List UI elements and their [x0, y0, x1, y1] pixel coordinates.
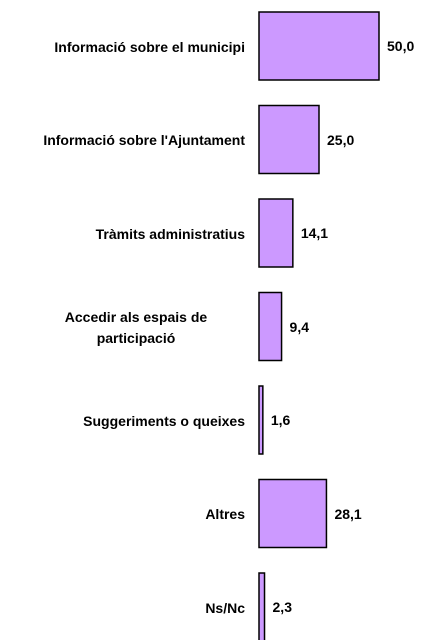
category-text: Altres — [205, 506, 245, 522]
value-label: 25,0 — [327, 131, 355, 148]
bar — [258, 291, 283, 362]
category-label: Informació sobre l'Ajuntament — [0, 106, 245, 176]
category-label: Accedir als espais de participació — [0, 293, 245, 363]
bar — [258, 572, 266, 640]
category-text: Informació sobre el municipi — [54, 38, 245, 55]
value-label: 2,3 — [272, 599, 292, 615]
bar — [258, 385, 264, 455]
category-label: Altres — [0, 480, 245, 550]
category-text: Accedir als espais de participació — [64, 308, 208, 346]
category-text: Tràmits administratius — [95, 225, 245, 242]
bar — [258, 11, 380, 81]
category-label: Tràmits administratius — [0, 199, 245, 269]
value-label: 9,4 — [289, 318, 310, 335]
category-text: Suggeriments o queixes — [83, 412, 245, 429]
category-label: Suggeriments o queixes — [0, 386, 245, 456]
category-text: Informació sobre l'Ajuntament — [43, 132, 245, 148]
bar — [258, 478, 328, 549]
value-label: 14,1 — [300, 225, 329, 241]
value-label: 1,6 — [270, 412, 291, 428]
bar — [258, 104, 320, 175]
bar — [258, 198, 294, 268]
category-label: Informació sobre el municipi — [0, 12, 245, 82]
value-label: 28,1 — [334, 505, 362, 522]
category-text: Ns/Nc — [205, 599, 245, 616]
category-label: Ns/Nc — [0, 573, 245, 643]
value-label: 50,0 — [387, 38, 415, 54]
